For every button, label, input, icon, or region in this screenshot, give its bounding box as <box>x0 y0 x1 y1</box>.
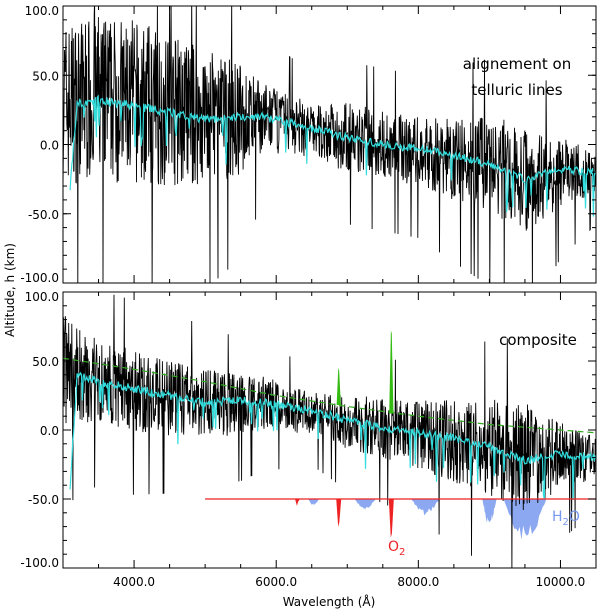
h2o-label-o: O <box>569 509 580 525</box>
bottom-data-layer <box>63 294 596 568</box>
x-tick-label: 6000.0 <box>255 575 297 589</box>
x-tick-label: 4000.0 <box>113 575 155 589</box>
top-y-tick-label: 100.0 <box>25 4 59 18</box>
h2o-absorption-band <box>482 499 497 523</box>
bottom-series-green-dashed-trend <box>63 357 596 434</box>
top-annotation-line-1: alignement on <box>463 55 571 73</box>
o2-label-main: O <box>388 539 399 555</box>
top-y-tick-label: 0.0 <box>40 139 59 153</box>
o2-absorption-band <box>336 499 342 527</box>
bottom-annotation: composite <box>499 331 577 349</box>
o2-label-sub: 2 <box>399 547 405 558</box>
o2-absorption-band <box>388 499 394 538</box>
h2o-absorption-band <box>308 499 319 506</box>
top-y-tick-label: 50.0 <box>32 69 59 83</box>
top-series-altitude-black-noisy- <box>63 6 596 283</box>
bottom-axes: 100.0 50.0 0.0 -50.0 -100.0 4000.0 6000.0 8000.… <box>20 290 597 589</box>
bottom-y-tick-label: -50.0 <box>28 493 59 507</box>
x-axis-title: Wavelength (Å) <box>283 594 376 609</box>
panel-top: 100.0 50.0 0.0 -50.0 -100.0 alignement on te… <box>20 4 597 285</box>
bottom-y-tick-label: 50.0 <box>32 355 59 369</box>
green-emission-spike <box>336 367 341 406</box>
bottom-series-altitude-black-noisy- <box>63 294 596 568</box>
bottom-series-smoothed-cyan- <box>69 371 596 501</box>
top-y-tick-label: -100.0 <box>20 271 59 285</box>
h2o-label-sub: 2 <box>563 517 569 528</box>
top-series-smoothed-cyan- <box>69 94 596 217</box>
o2-label: O2 <box>388 539 405 558</box>
top-axes: 100.0 50.0 0.0 -50.0 -100.0 <box>20 4 597 285</box>
panel-bottom: 100.0 50.0 0.0 -50.0 -100.0 4000.0 6000.0 8000.… <box>20 290 597 589</box>
h2o-absorption-band <box>411 499 440 516</box>
x-tick-label: 8000.0 <box>397 575 439 589</box>
h2o-absorption-band <box>503 499 547 540</box>
x-tick-label: 10000.0 <box>536 575 586 589</box>
h2o-label: H2O <box>552 509 580 528</box>
green-emission-spike <box>389 330 394 414</box>
y-axis-title: Altitude, h (km) <box>3 243 17 337</box>
top-y-tick-label: -50.0 <box>28 208 59 222</box>
top-annotation-line-2: telluric lines <box>471 81 562 99</box>
bottom-y-tick-label: 0.0 <box>40 424 59 438</box>
bottom-y-tick-label: 100.0 <box>25 290 59 304</box>
h2o-label-h: H <box>552 509 563 525</box>
o2-absorption-band <box>295 499 301 506</box>
top-data-layer <box>63 6 596 283</box>
h2o-absorption-band <box>354 499 376 510</box>
bottom-y-tick-label: -100.0 <box>20 556 59 570</box>
